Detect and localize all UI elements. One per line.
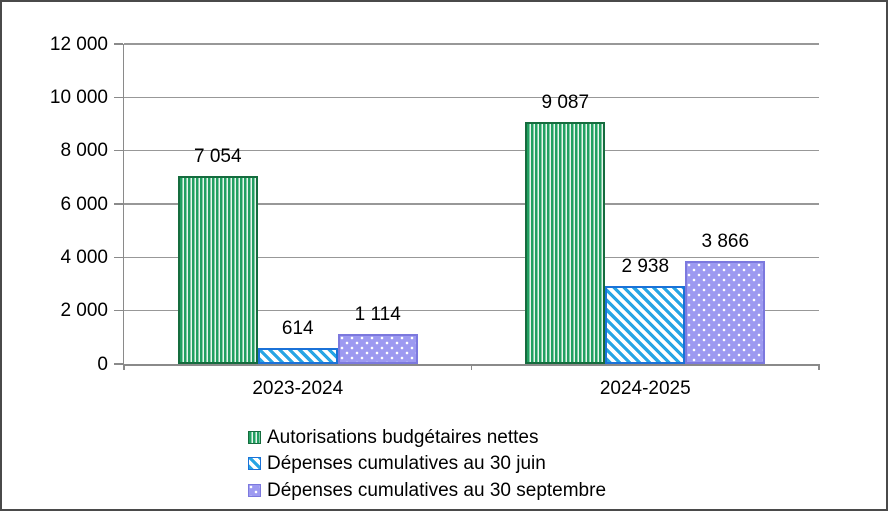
gridline bbox=[124, 96, 819, 99]
gridline bbox=[124, 43, 819, 45]
legend-swatch-diagonal-stripes bbox=[248, 457, 261, 471]
x-axis-tick bbox=[123, 364, 125, 370]
legend: Autorisations budgétaires nettes Dépenses… bbox=[248, 424, 606, 504]
bar-vertical-stripes-2023-2024 bbox=[177, 175, 258, 364]
y-axis-tick bbox=[113, 149, 123, 152]
y-axis-tick bbox=[113, 203, 123, 205]
bar-value-label: 614 bbox=[281, 317, 314, 339]
legend-label: Dépenses cumulatives au 30 juin bbox=[267, 453, 546, 475]
bar-dots-2024-2025 bbox=[685, 260, 766, 364]
legend-label: Dépenses cumulatives au 30 septembre bbox=[267, 479, 607, 501]
legend-swatch-vertical-stripes bbox=[248, 430, 261, 444]
y-axis-tick bbox=[113, 309, 123, 312]
y-axis-tick bbox=[113, 363, 123, 365]
y-axis-label: 2 000 bbox=[60, 300, 108, 322]
y-axis-tick bbox=[113, 96, 123, 99]
legend-item: Dépenses cumulatives au 30 juin bbox=[248, 451, 606, 478]
bar-value-label: 9 087 bbox=[541, 91, 590, 113]
legend-swatch-dots bbox=[248, 483, 261, 497]
bar-diagonal-stripes-2023-2024 bbox=[257, 347, 338, 364]
bar-value-label: 2 938 bbox=[621, 255, 670, 277]
category-label: 2024-2025 bbox=[599, 378, 691, 399]
y-axis-tick bbox=[113, 256, 123, 259]
y-axis-label: 10 000 bbox=[49, 86, 108, 108]
bar-diagonal-stripes-2024-2025 bbox=[605, 285, 686, 364]
gridline bbox=[124, 149, 819, 152]
bar-value-label: 7 054 bbox=[193, 145, 242, 167]
y-axis-label: 6 000 bbox=[60, 193, 108, 215]
bar-vertical-stripes-2024-2025 bbox=[525, 121, 606, 364]
x-axis-tick bbox=[470, 364, 473, 370]
y-axis-label: 8 000 bbox=[60, 140, 108, 162]
plot-area: 7 054 614 1 114 9 087 2 938 3 866 bbox=[122, 43, 819, 366]
y-axis-tick bbox=[113, 43, 123, 45]
category-label: 2023-2024 bbox=[252, 378, 344, 399]
bar-dots-2023-2024 bbox=[337, 334, 418, 364]
legend-item: Autorisations budgétaires nettes bbox=[248, 424, 606, 451]
bar-value-label: 3 866 bbox=[701, 230, 750, 252]
legend-label: Autorisations budgétaires nettes bbox=[267, 426, 539, 448]
gridline bbox=[124, 256, 819, 259]
legend-item: Dépenses cumulatives au 30 septembre bbox=[248, 477, 606, 504]
gridline bbox=[124, 203, 819, 205]
x-axis-tick bbox=[818, 364, 820, 370]
bar-value-label: 1 114 bbox=[354, 304, 401, 326]
y-axis-label: 4 000 bbox=[60, 246, 108, 268]
gridline bbox=[124, 309, 819, 312]
y-axis bbox=[122, 44, 124, 364]
y-axis-label: 12 000 bbox=[49, 33, 108, 55]
y-axis-label: 0 bbox=[97, 353, 108, 375]
